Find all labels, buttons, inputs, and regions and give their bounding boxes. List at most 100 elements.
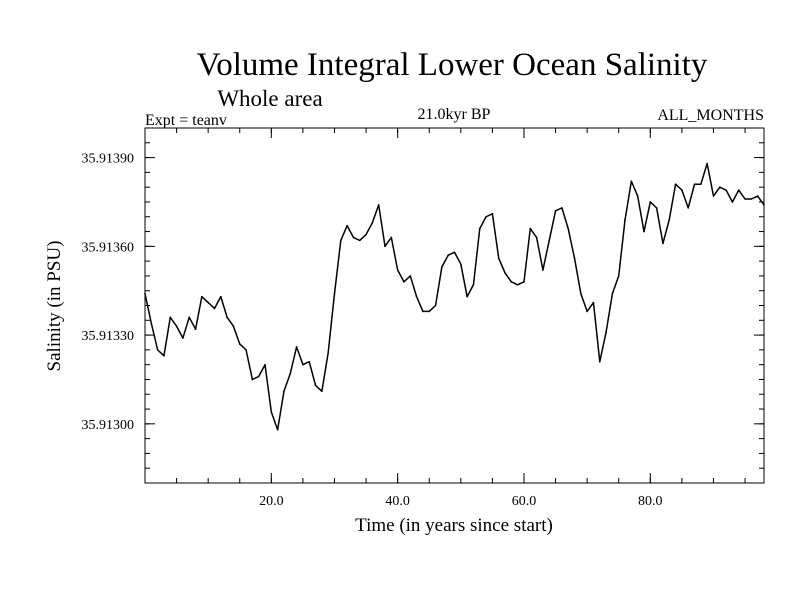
x-tick-label: 40.0 <box>385 494 410 509</box>
data-point <box>630 180 633 183</box>
y-tick-label: 35.91330 <box>82 329 135 344</box>
data-point <box>662 242 664 245</box>
data-point <box>226 316 228 319</box>
data-point <box>535 236 538 239</box>
data-point <box>194 328 197 330</box>
data-point <box>175 325 178 328</box>
data-point <box>478 227 481 230</box>
data-point <box>150 322 153 325</box>
data-point <box>213 307 216 310</box>
data-point <box>516 283 519 286</box>
major-ticks <box>145 128 764 483</box>
data-point <box>504 272 506 274</box>
y-tick-label: 35.91360 <box>82 240 135 255</box>
data-point <box>643 230 645 233</box>
data-point <box>384 245 386 248</box>
data-point <box>371 221 374 224</box>
plot-frame <box>144 127 765 484</box>
data-point <box>460 263 462 265</box>
data-point <box>529 227 532 230</box>
data-point <box>466 295 468 298</box>
data-point <box>605 331 607 333</box>
data-point <box>441 266 443 268</box>
data-point <box>744 198 746 200</box>
data-point <box>182 337 184 339</box>
data-point <box>422 310 424 313</box>
data-point <box>472 283 475 286</box>
x-tick-label: 60.0 <box>512 494 537 509</box>
data-point <box>333 292 336 295</box>
experiment-label: Expt = teanv <box>145 112 227 129</box>
y-tick-label: 35.91390 <box>82 152 135 167</box>
data-point <box>346 224 348 227</box>
data-point <box>169 316 172 319</box>
data-point <box>510 281 513 283</box>
data-point <box>276 428 279 431</box>
minor-ticks <box>144 127 764 484</box>
data-point <box>232 325 235 328</box>
data-point <box>573 257 576 259</box>
data-point <box>542 269 544 271</box>
data-point <box>700 183 702 186</box>
salinity-series-line <box>144 162 765 431</box>
data-point <box>251 378 254 381</box>
y-axis-label: Salinity (in PSU) <box>44 241 65 372</box>
data-point <box>365 233 367 236</box>
data-point <box>302 363 304 366</box>
data-point <box>434 304 437 307</box>
data-point <box>655 207 658 209</box>
chart-subtitle: Whole area <box>217 86 322 111</box>
data-point <box>188 316 191 319</box>
data-point <box>649 201 652 203</box>
data-point <box>712 195 715 197</box>
data-point <box>270 411 273 413</box>
data-point <box>636 195 639 197</box>
tick-labels: 20.0 40.0 60.0 80.0 35.91300 35.91330 35.91360… <box>82 152 663 509</box>
data-point <box>390 236 393 239</box>
data-point <box>497 257 500 259</box>
data-points <box>144 162 765 431</box>
months-label: ALL_MONTHS <box>657 107 764 124</box>
chart-title: Volume Integral Lower Ocean Salinity <box>197 47 708 83</box>
data-point <box>617 275 620 277</box>
data-point <box>321 390 323 393</box>
data-point <box>554 210 557 212</box>
data-point <box>674 183 677 186</box>
data-point <box>163 354 165 357</box>
data-point <box>415 295 418 298</box>
data-point <box>295 346 298 348</box>
data-point <box>706 162 708 165</box>
data-point <box>403 281 405 283</box>
data-point <box>548 239 551 242</box>
data-point <box>586 310 588 313</box>
data-point <box>283 390 285 393</box>
x-tick-label: 80.0 <box>638 494 663 509</box>
x-axis-label: Time (in years since start) <box>355 515 553 536</box>
data-point <box>396 269 399 271</box>
data-point <box>340 239 342 242</box>
data-point <box>264 363 266 366</box>
data-point <box>523 281 525 283</box>
data-point <box>409 275 412 277</box>
data-point <box>756 195 759 197</box>
data-point <box>219 295 222 298</box>
data-point <box>731 201 734 203</box>
data-point <box>358 239 361 242</box>
data-point <box>238 343 241 345</box>
data-point <box>201 295 203 298</box>
data-point <box>718 186 721 188</box>
data-point <box>668 218 671 221</box>
data-point <box>453 251 456 254</box>
data-point <box>485 215 487 218</box>
data-point <box>308 360 311 363</box>
x-tick-label: 20.0 <box>259 494 284 509</box>
data-point <box>314 384 317 387</box>
data-point <box>352 236 355 239</box>
data-point <box>257 375 260 378</box>
data-point <box>687 207 690 209</box>
data-point <box>289 372 292 375</box>
data-point <box>207 301 209 304</box>
data-point <box>491 212 494 215</box>
data-point <box>447 254 449 257</box>
